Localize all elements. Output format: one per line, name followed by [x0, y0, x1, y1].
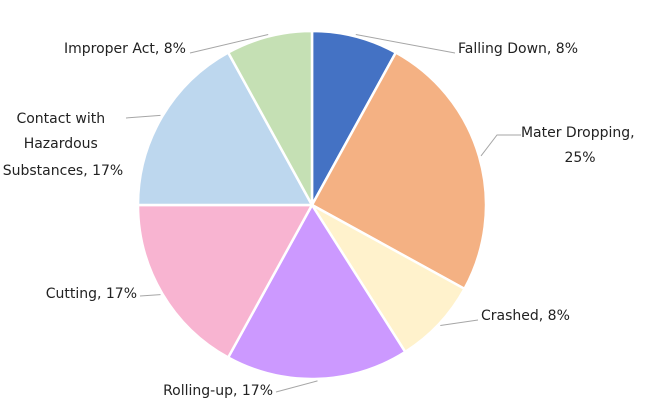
pie-slice-cutting [136, 203, 315, 360]
pie-slice-mater-dropping [310, 50, 488, 291]
label-mater-dropping: Mater Dropping, 25% [521, 125, 639, 166]
label-falling-down: Falling Down, 8% [458, 41, 578, 57]
label-cutting: Cutting, 17% [46, 286, 137, 302]
label-leader-lines [125, 34, 521, 393]
pie-slice-contact-with-hazardous-substances [136, 50, 315, 207]
label-improper-act: Improper Act, 8% [64, 41, 186, 57]
pie-slice-rolling-up [226, 202, 407, 381]
label-rolling-up: Rolling-up, 17% [163, 383, 273, 399]
leader-line-mater-dropping [480, 134, 521, 157]
leader-line-cutting [139, 294, 161, 297]
pie-slice-improper-act [226, 29, 314, 206]
pie-slices [136, 29, 488, 381]
leader-line-improper-act [189, 34, 269, 54]
label-contact-with-hazardous-substances: Contact with Hazardous Substances, 17% [3, 111, 124, 179]
leader-line-contact-with-hazardous-substances [125, 114, 161, 119]
leader-line-crashed [440, 319, 479, 326]
leader-line-falling-down [355, 34, 456, 54]
label-crashed: Crashed, 8% [481, 308, 570, 324]
leader-line-rolling-up [275, 380, 318, 393]
